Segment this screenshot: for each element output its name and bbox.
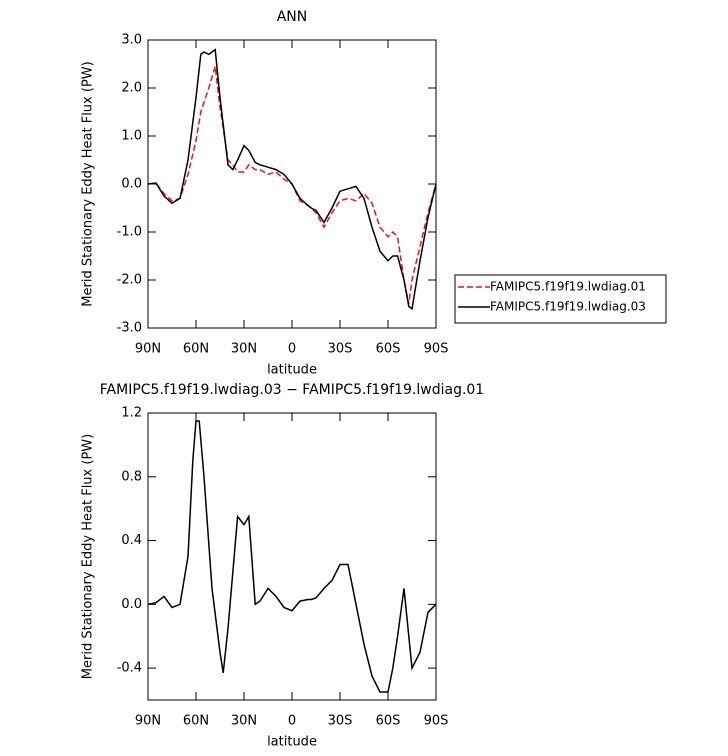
chart-title: ANN: [277, 9, 308, 25]
x-tick-label: 90N: [135, 342, 161, 357]
y-tick-label: -1.0: [117, 225, 142, 240]
y-tick-label: 0.0: [121, 177, 142, 192]
data-line: [147, 420, 437, 693]
data-line: [147, 48, 437, 311]
legend-label: FAMIPC5.f19f19.lwdiag.03: [490, 300, 646, 314]
data-line: [147, 66, 437, 305]
chart-title: FAMIPC5.f19f19.lwdiag.03 − FAMIPC5.f19f1…: [100, 382, 484, 398]
y-tick-label: 2.0: [121, 81, 142, 96]
x-tick-label: 30N: [231, 714, 257, 729]
y-tick-label: 0.0: [121, 597, 142, 612]
x-tick-label: 30S: [328, 714, 353, 729]
x-tick-label: 60N: [183, 342, 209, 357]
x-tick-label: 0: [288, 342, 296, 357]
x-tick-label: 90N: [135, 714, 161, 729]
y-tick-label: 0.8: [121, 469, 142, 484]
legend-label: FAMIPC5.f19f19.lwdiag.01: [490, 280, 646, 294]
x-tick-label: 90S: [424, 342, 449, 357]
x-tick-label: 90S: [424, 714, 449, 729]
y-axis-label: Merid Stationary Eddy Heat Flux (PW): [81, 434, 96, 679]
x-tick-label: 60S: [376, 714, 401, 729]
y-tick-label: 1.0: [121, 129, 142, 144]
y-tick-label: 3.0: [121, 33, 142, 48]
x-tick-label: 30S: [328, 342, 353, 357]
legend-box: [454, 274, 667, 324]
x-axis-label: latitude: [267, 735, 317, 750]
y-tick-label: -2.0: [117, 273, 142, 288]
x-tick-label: 0: [288, 714, 296, 729]
x-tick-label: 60N: [183, 714, 209, 729]
x-axis-label: latitude: [267, 363, 317, 378]
x-tick-label: 60S: [376, 342, 401, 357]
x-tick-label: 30N: [231, 342, 257, 357]
y-axis-label: Merid Stationary Eddy Heat Flux (PW): [81, 61, 96, 306]
y-tick-label: -0.4: [117, 661, 142, 676]
y-tick-label: -3.0: [117, 321, 142, 336]
plot-frame: [147, 412, 437, 701]
y-tick-label: 1.2: [121, 406, 142, 421]
y-tick-label: 0.4: [121, 533, 142, 548]
